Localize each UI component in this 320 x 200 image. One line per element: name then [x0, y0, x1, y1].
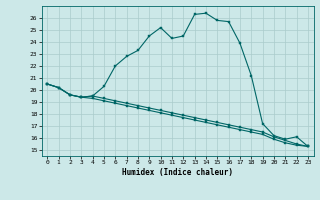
- X-axis label: Humidex (Indice chaleur): Humidex (Indice chaleur): [122, 168, 233, 177]
